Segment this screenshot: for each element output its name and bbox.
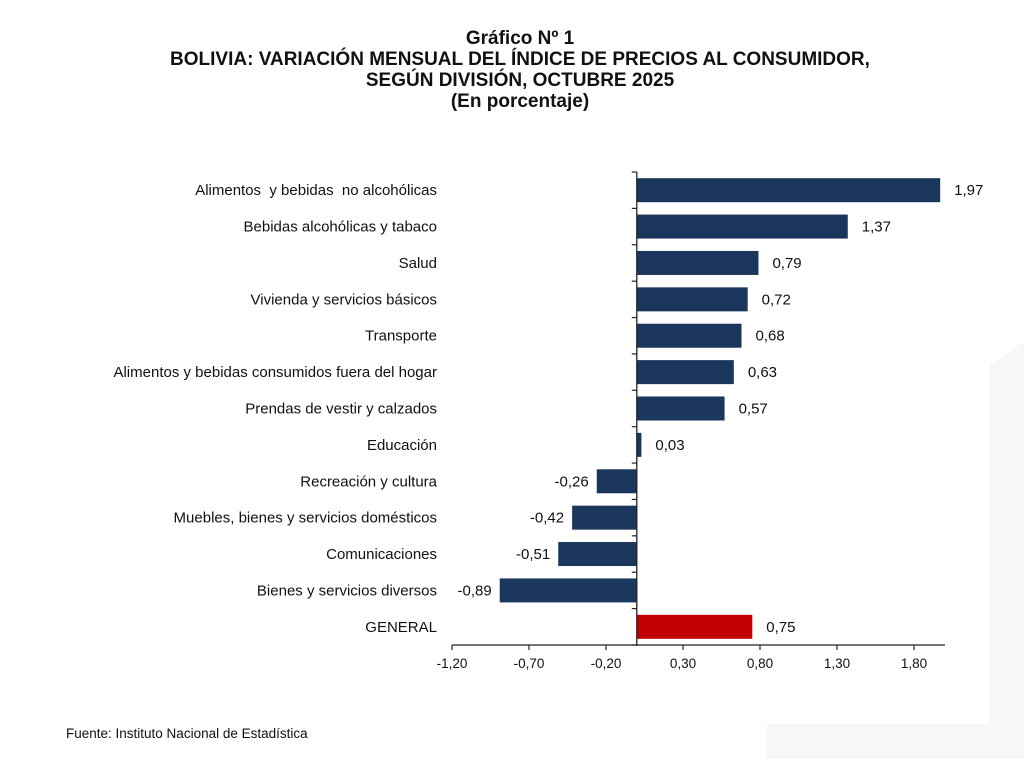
x-tick-label: 0,30 [670,656,696,671]
axes-group [452,171,945,646]
value-label: 0,68 [756,328,785,345]
value-label: 0,03 [655,437,684,454]
bar-general [636,614,753,639]
x-tick-label: 1,30 [824,656,850,671]
bar [636,432,642,457]
bar [636,250,759,275]
value-label: 0,63 [748,364,777,381]
value-label: -0,42 [530,510,564,527]
value-label: 0,72 [762,291,791,308]
category-label: Bebidas alcohólicas y tabaco [244,219,437,236]
bar [636,287,748,312]
category-label: Comunicaciones [326,546,437,563]
value-label: 0,57 [739,401,768,418]
category-label: Vivienda y servicios básicos [251,291,437,308]
chart-unit-note: (En porcentaje) [450,91,590,112]
category-label: Prendas de vestir y calzados [245,401,437,418]
x-ticks-group: -1,20 -0,70 -0,20 0,30 0,80 1,30 1,80 [437,645,927,671]
chart-number-title: Gráfico Nº 1 [465,28,575,49]
x-tick-label: 1,80 [901,656,927,671]
category-labels-group: Alimentos y bebidas no alcohólicas Bebida… [113,182,437,636]
bar [636,396,725,421]
category-label: Salud [399,255,437,272]
bar [636,214,848,239]
source-note: Fuente: Instituto Nacional de Estadístic… [66,726,308,741]
bar [499,578,637,603]
value-labels-group: 1,97 1,37 0,79 0,72 0,68 0,63 0,57 0,03 -0,26 -0,… [458,182,984,636]
bar [596,469,637,494]
chart-main-title: BOLIVIA: VARIACIÓN MENSUAL DEL ÍNDICE DE… [170,49,870,70]
category-label: Alimentos y bebidas consumidos fuera del… [113,364,437,381]
value-label: -0,26 [555,473,589,490]
category-label: Bienes y servicios diversos [257,582,437,599]
value-label: 1,97 [954,182,983,199]
value-label: 0,79 [772,255,801,272]
value-label: -0,51 [516,546,550,563]
x-tick-label: -0,20 [591,656,622,671]
decorative-shape [767,342,1024,759]
category-label: Transporte [365,328,437,345]
x-tick-label: -1,20 [437,656,468,671]
chart-subtitle: SEGÚN DIVISIÓN, OCTUBRE 2025 [365,70,675,91]
bar [558,542,637,567]
bars-group [499,178,941,639]
value-label: 1,37 [862,219,891,236]
category-label: Muebles, bienes y servicios domésticos [174,510,437,527]
category-label: Educación [367,437,437,454]
bar [572,505,637,530]
category-label: Recreación y cultura [300,473,437,490]
bar [636,323,742,348]
value-label: -0,89 [458,582,492,599]
chart-title-block: Gráfico Nº 1 BOLIVIA: VARIACIÓN MENSUAL … [0,28,1024,112]
x-tick-label: 0,80 [747,656,773,671]
x-tick-label: -0,70 [514,656,545,671]
value-label: 0,75 [766,619,795,636]
category-label: GENERAL [365,619,437,636]
category-label: Alimentos y bebidas no alcohólicas [195,182,437,199]
bar [636,360,734,385]
bar [636,178,941,203]
